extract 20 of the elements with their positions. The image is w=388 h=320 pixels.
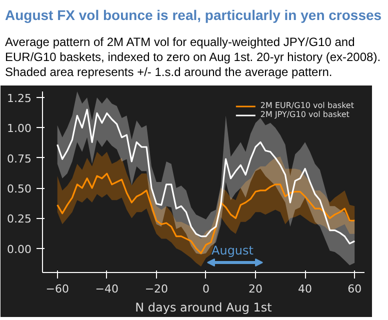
y-tick-label: 0.00 [7,242,32,256]
line-series [56,108,356,244]
y-tick-label: 0.75 [7,152,32,166]
chart-title: August FX vol bounce is real, particularly in yen crosses [5,6,382,25]
x-tick-label: −20 [144,282,168,296]
x-tick-label: −60 [46,282,69,296]
y-tick-label: 0.25 [7,212,32,226]
legend-label: 2M EUR/G10 vol basket [260,101,354,110]
legend-label: 2M JPY/G10 vol basket [260,110,350,119]
x-tick-label: 40 [298,282,312,296]
x-tick-label: 0 [202,282,210,296]
x-axis-title: N days around Aug 1st [135,300,272,314]
chart-subtitle: Average pattern of 2M ATM vol for equally-weighted JPY/G10 and EUR/G10 baskets, indexed to zero on Aug 1st. 20-yr history (ex-2008). Shaded area represents +/- 1.s.d around the average pattern. [5,35,382,80]
annotation: August [212,244,254,258]
x-tick-label: −40 [95,282,119,296]
x-tick-label: 60 [348,282,362,296]
y-tick-label: 1.25 [7,92,32,106]
y-tick-label: 0.50 [7,182,32,196]
y-tick-label: 1.00 [7,122,32,136]
x-tick-label: 20 [248,282,263,296]
